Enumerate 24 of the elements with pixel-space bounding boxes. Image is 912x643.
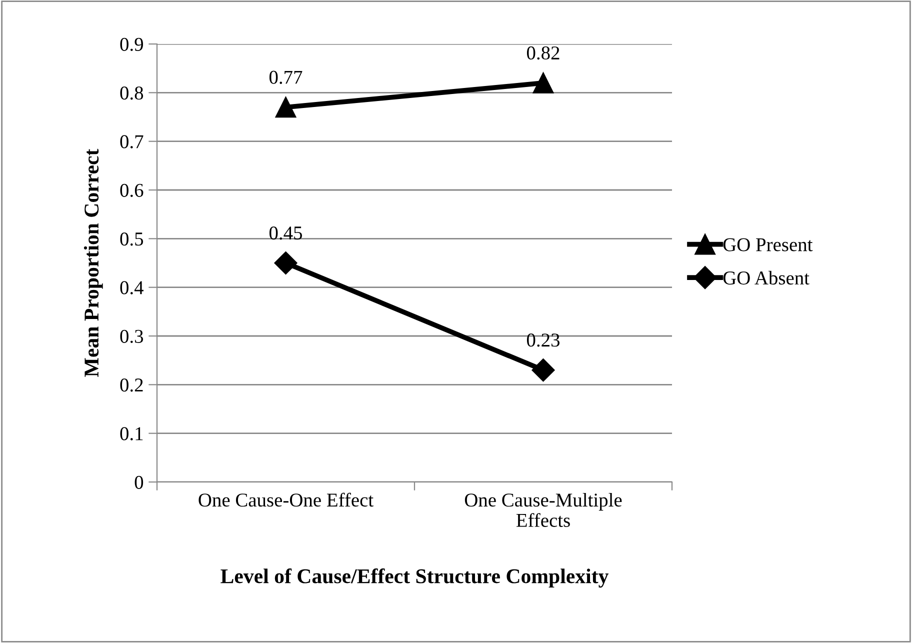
legend-label: GO Present bbox=[723, 238, 813, 252]
point bbox=[532, 72, 554, 94]
data-label: 0.82 bbox=[526, 46, 560, 60]
point bbox=[275, 96, 296, 118]
x-tick-label: One Cause-One Effect bbox=[198, 492, 374, 507]
y-tick-label: 0.1 bbox=[120, 427, 143, 440]
y-axis-title: Mean Proportion Correct bbox=[84, 148, 103, 377]
point bbox=[532, 358, 555, 382]
y-tick-label: 0.9 bbox=[120, 38, 144, 52]
y-tick-label: 0.6 bbox=[120, 184, 144, 198]
legend-label: GO Absent bbox=[723, 270, 810, 285]
y-tick-label: 0.5 bbox=[120, 232, 144, 246]
data-label: 0.23 bbox=[526, 334, 560, 347]
y-tick-label: 0.7 bbox=[120, 135, 144, 148]
data-label: 0.45 bbox=[269, 226, 302, 240]
y-tick-label: 0.2 bbox=[120, 378, 143, 392]
y-tick-label: 0.8 bbox=[120, 86, 144, 100]
data-label: 0.77 bbox=[269, 70, 302, 84]
y-tick-label: 0 bbox=[134, 476, 144, 489]
x-axis-title: Level of Cause/Effect Structure Complexity bbox=[220, 568, 609, 588]
y-tick-label: 0.4 bbox=[120, 281, 144, 294]
x-tick-label: One Cause-Multiple Effects bbox=[464, 492, 622, 527]
y-tick-label: 0.3 bbox=[120, 330, 144, 344]
point bbox=[274, 252, 298, 274]
